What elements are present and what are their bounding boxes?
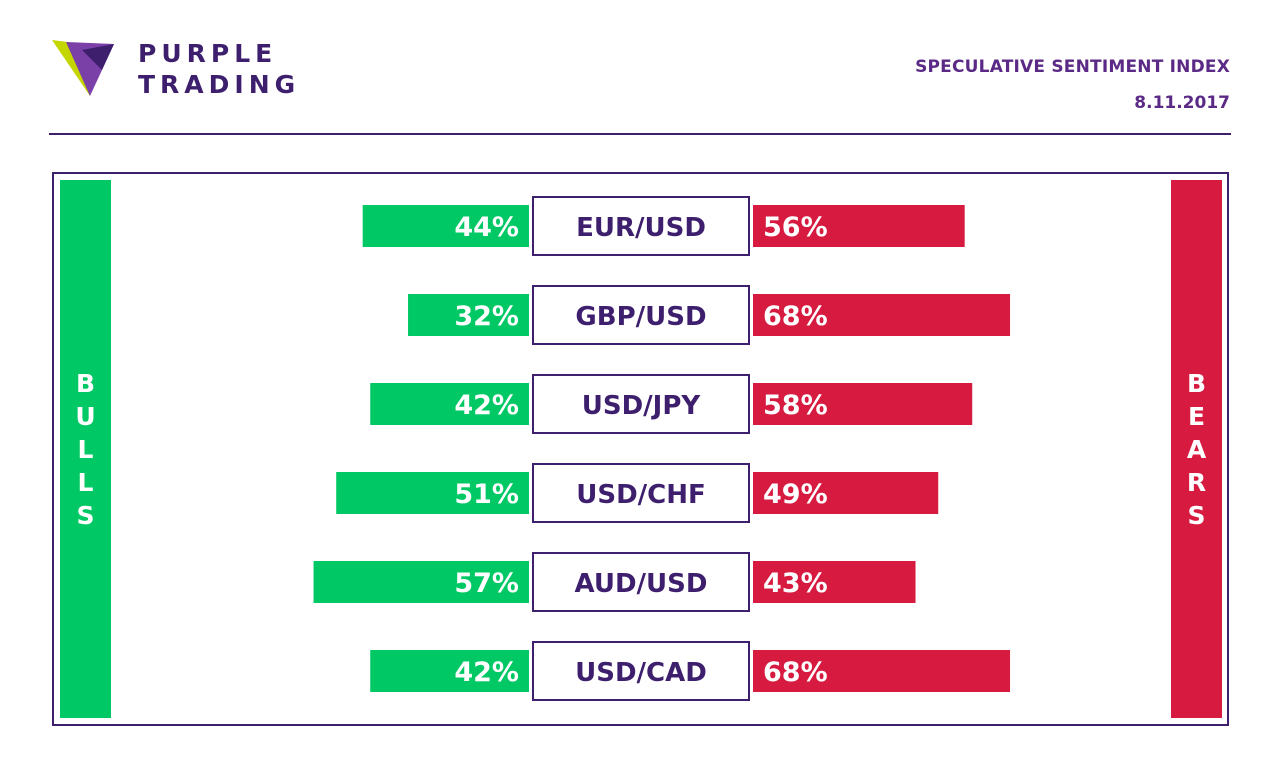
bears-value-label: 43% bbox=[763, 568, 828, 599]
bulls-value-label: 44% bbox=[454, 212, 519, 243]
pair-box bbox=[532, 374, 750, 434]
bulls-bar bbox=[313, 561, 529, 603]
pair-label: GBP/USD bbox=[575, 302, 706, 332]
brand-line-1: PURPLE bbox=[138, 39, 278, 68]
purple-trading-logo bbox=[52, 40, 114, 96]
pair-box bbox=[532, 552, 750, 612]
bulls-value-label: 51% bbox=[454, 479, 519, 510]
bears-value-label: 68% bbox=[763, 301, 828, 332]
bears-bar bbox=[753, 561, 916, 603]
brand-line-2: TRADING bbox=[138, 70, 301, 99]
bears-bar bbox=[753, 294, 1011, 336]
pair-box bbox=[532, 285, 750, 345]
bulls-bar bbox=[370, 650, 529, 692]
bears-letter: B bbox=[1186, 368, 1207, 398]
bears-bar bbox=[753, 383, 973, 425]
bears-value-label: 56% bbox=[763, 212, 828, 243]
bulls-value-label: 42% bbox=[454, 657, 519, 688]
bears-value-label: 68% bbox=[763, 657, 828, 688]
pair-box bbox=[532, 463, 750, 523]
bulls-bar bbox=[408, 294, 529, 336]
pair-label: USD/JPY bbox=[582, 391, 702, 421]
bulls-letter: L bbox=[77, 434, 94, 464]
bears-letter: A bbox=[1186, 434, 1207, 464]
pair-label: EUR/USD bbox=[576, 213, 706, 243]
pair-label: USD/CAD bbox=[575, 658, 707, 688]
bulls-value-label: 57% bbox=[454, 568, 519, 599]
pair-label: USD/CHF bbox=[576, 480, 706, 510]
bulls-letter: B bbox=[75, 368, 96, 398]
header-divider bbox=[49, 133, 1231, 135]
bears-value-label: 49% bbox=[763, 479, 828, 510]
bears-bar bbox=[753, 650, 1011, 692]
bulls-bar bbox=[336, 472, 529, 514]
bulls-bar bbox=[362, 205, 529, 247]
bulls-value-label: 42% bbox=[454, 390, 519, 421]
bears-letter: S bbox=[1187, 500, 1206, 530]
bears-bar bbox=[753, 472, 939, 514]
bears-letter: E bbox=[1187, 401, 1206, 431]
page-title: SPECULATIVE SENTIMENT INDEX bbox=[915, 57, 1230, 77]
bulls-letter: L bbox=[77, 467, 94, 497]
pair-label: AUD/USD bbox=[575, 569, 708, 599]
bulls-value-label: 32% bbox=[454, 301, 519, 332]
chart-frame bbox=[52, 172, 1229, 726]
bears-bar bbox=[753, 205, 965, 247]
bulls-bar bbox=[370, 383, 529, 425]
bears-letter: R bbox=[1186, 467, 1207, 497]
report-date: 8.11.2017 bbox=[1134, 93, 1230, 113]
bears-value-label: 58% bbox=[763, 390, 828, 421]
bulls-letter: U bbox=[75, 401, 96, 431]
pair-box bbox=[532, 641, 750, 701]
bulls-letter: S bbox=[76, 500, 95, 530]
pair-box bbox=[532, 196, 750, 256]
